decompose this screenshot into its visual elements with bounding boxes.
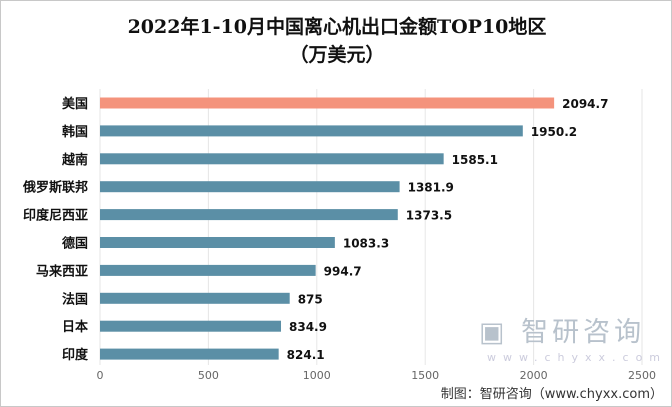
data-label: 824.1	[287, 348, 325, 362]
source-note: 制图：智研咨询（www.chyxx.com）	[440, 387, 663, 402]
watermark-logo: ▣ 智研咨询	[479, 317, 646, 348]
data-label: 1381.9	[408, 181, 454, 195]
data-label: 994.7	[324, 264, 362, 278]
chart-title: 2022年1-10月中国离心机出口金额TOP10地区 （万美元）	[1, 13, 671, 69]
category-label: 韩国	[62, 124, 88, 140]
category-label: 马来西亚	[36, 263, 88, 279]
category-label: 法国	[62, 291, 88, 307]
bar	[100, 153, 444, 165]
x-tick-label: 2000	[520, 369, 548, 382]
data-label: 1585.1	[452, 153, 498, 167]
watermark-brand: 智研咨询	[521, 317, 646, 348]
category-label: 印度	[62, 347, 89, 363]
watermark-url: www.chyxx.com	[487, 351, 668, 364]
category-label: 越南	[61, 152, 88, 168]
data-label: 2094.7	[562, 97, 608, 111]
category-label: 德国	[62, 236, 88, 252]
bar	[100, 320, 282, 332]
data-label: 875	[298, 292, 323, 306]
data-label: 834.9	[289, 320, 327, 334]
bar	[100, 348, 279, 360]
title-text: 2022年1-10月中国离心机出口金额TOP10地区	[127, 16, 547, 38]
bar	[100, 181, 400, 193]
bar	[100, 97, 555, 109]
category-label: 俄罗斯联邦	[22, 180, 88, 196]
category-label: 印度尼西亚	[23, 208, 88, 224]
bar	[100, 237, 335, 248]
data-label: 1373.5	[406, 209, 452, 223]
bar	[100, 264, 316, 276]
bar	[100, 292, 290, 304]
x-tick-label: 1000	[303, 369, 331, 382]
category-label: 美国	[62, 96, 88, 112]
data-label: 1950.2	[531, 125, 577, 139]
data-label: 1083.3	[343, 237, 389, 251]
category-label: 日本	[62, 319, 88, 335]
x-tick-label: 1500	[411, 369, 439, 382]
bar	[100, 209, 398, 221]
bar	[100, 125, 523, 137]
x-tick-label: 500	[198, 369, 219, 382]
x-tick-label: 0	[97, 369, 104, 382]
x-tick-label: 2500	[628, 369, 656, 382]
subtitle-text: （万美元）	[289, 44, 385, 66]
